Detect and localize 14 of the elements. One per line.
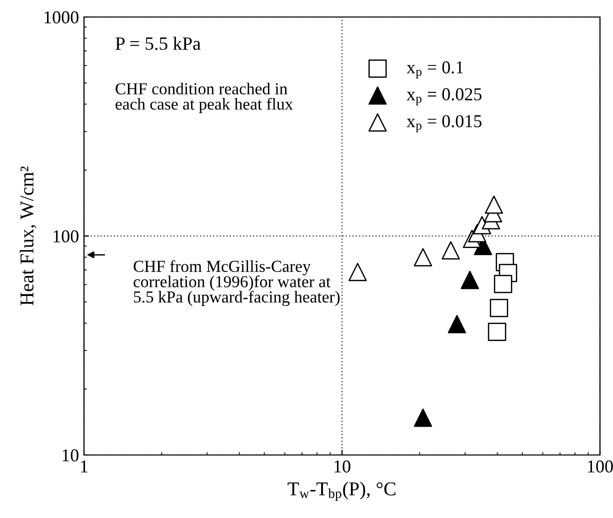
x-tick-label: 1	[81, 460, 88, 472]
y-axis-title: Heat Flux, W/cm²	[20, 166, 36, 306]
y-tick-label: 1000	[44, 11, 78, 24]
x-axis-title: T$_{w}$-T$_{bp}$(P), °C	[288, 482, 396, 501]
annotation: P = 5.5 kPa	[116, 36, 201, 50]
legend-label: x$_{p}$ = 0.025	[406, 88, 482, 106]
x-tick-label: 10	[334, 460, 350, 473]
legend-label: x$_{p}$ = 0.015	[406, 115, 482, 132]
y-tick-label: 10	[62, 449, 78, 462]
legend-label: x$_{p}$ = 0.1	[406, 61, 464, 78]
annotation: CHF condition reached in each case at peak heat flux	[116, 82, 293, 114]
x-tick-label: 100	[588, 460, 613, 473]
y-tick-label: 100	[54, 230, 78, 242]
annotation: CHF from McGillis-Carey correlation (1996)for water at 5.5 kPa (upward-facing heater)	[134, 260, 340, 306]
